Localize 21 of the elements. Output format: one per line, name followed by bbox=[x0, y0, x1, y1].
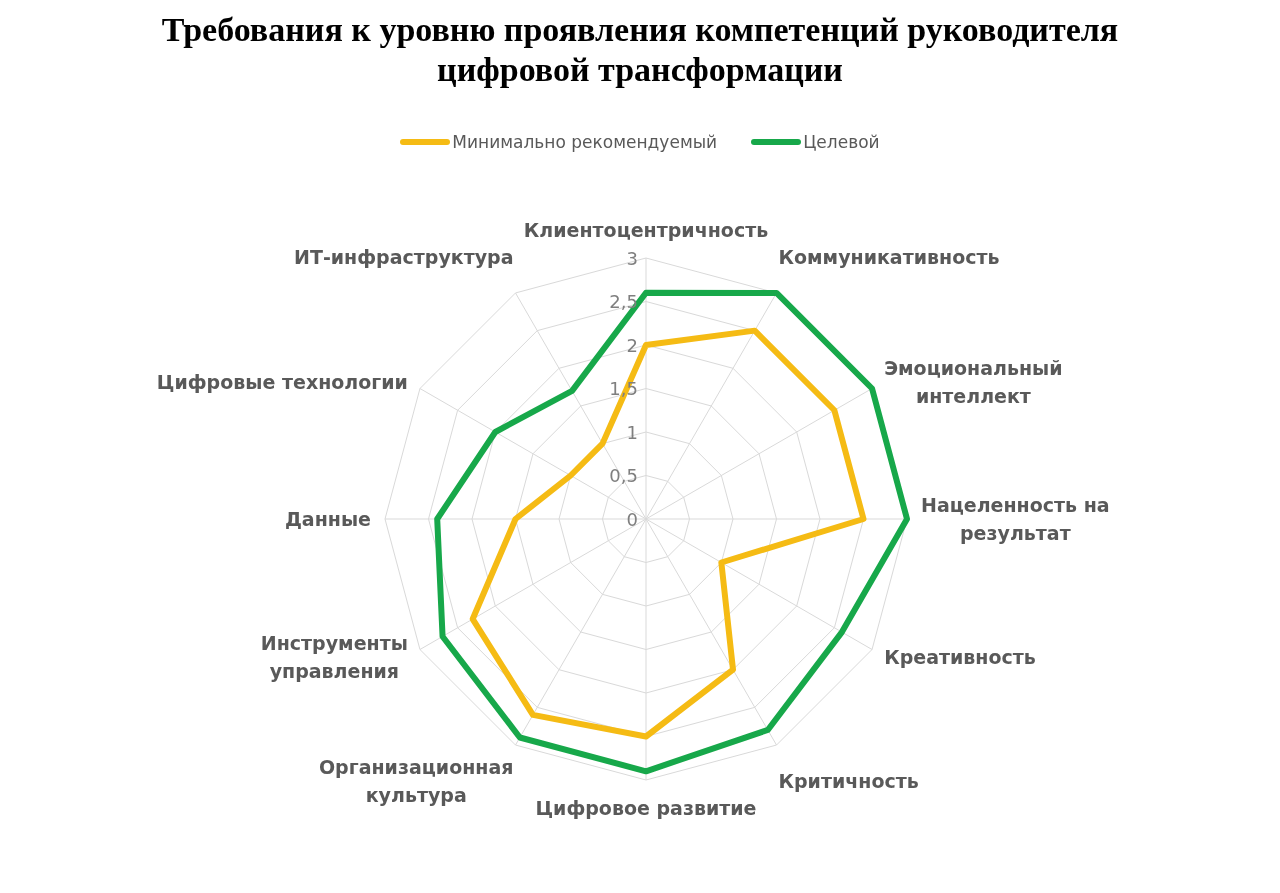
legend-label: Минимально рекомендуемый bbox=[452, 132, 718, 152]
spoke-label: Данные bbox=[284, 508, 372, 530]
spoke-label: Клиентоцентричность bbox=[523, 219, 769, 241]
y-tick-label: 3 bbox=[626, 247, 638, 269]
spoke-label: Коммуникативность bbox=[778, 245, 1000, 268]
spoke-label: Креативность bbox=[884, 645, 1036, 668]
spoke-label: Эмоциональный интеллект bbox=[884, 356, 1063, 407]
spoke-label: Нацеленность на результат bbox=[921, 494, 1110, 544]
spoke-label: Инструменты управления bbox=[260, 631, 408, 682]
y-tick-label: 0 bbox=[626, 508, 638, 530]
y-tick-label: 1 bbox=[626, 421, 638, 443]
spoke-label: Критичность bbox=[778, 770, 919, 793]
y-tick-label: 2 bbox=[626, 334, 638, 356]
spoke-label: Организационная культура bbox=[318, 756, 514, 807]
spoke-label: Цифровые технологии bbox=[156, 370, 408, 393]
spoke-label: ИТ-инфраструктура bbox=[294, 245, 514, 268]
y-tick-label: 0,5 bbox=[609, 465, 638, 486]
legend-label: Целевой bbox=[803, 132, 880, 152]
spoke-label: Цифровое развитие bbox=[535, 797, 757, 819]
chart-title: Требования к уровню проявления компетенций руководителя цифровой трансформации bbox=[160, 10, 1120, 90]
y-tick-label: 2,5 bbox=[609, 291, 638, 312]
